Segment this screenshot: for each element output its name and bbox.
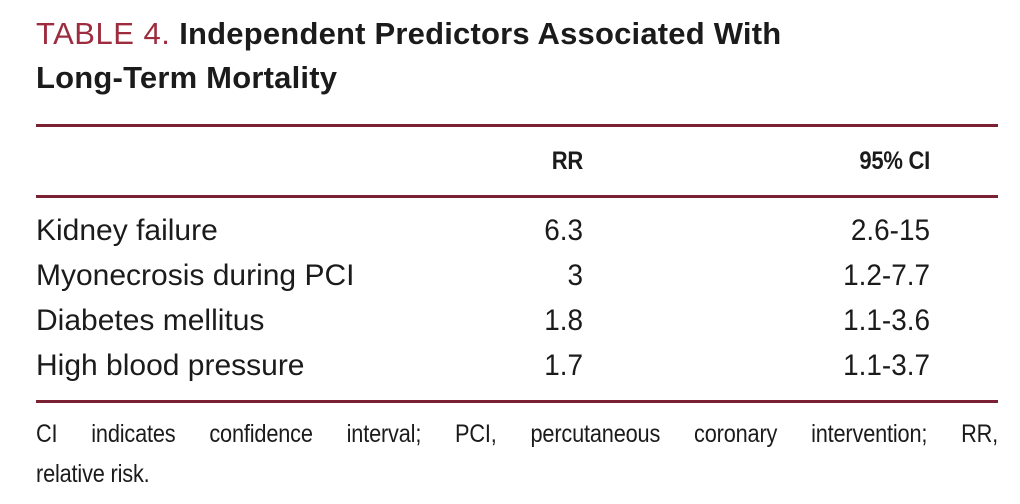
cell-predictor: Kidney failure bbox=[36, 213, 218, 247]
cell-ci: 2.6-15 bbox=[850, 213, 930, 247]
cell-rr: 1.7 bbox=[544, 348, 583, 382]
table-row: High blood pressure 1.7 1.1-3.7 bbox=[36, 343, 998, 388]
cell-rr: 6.3 bbox=[544, 213, 583, 247]
header-divider-rule bbox=[36, 195, 998, 198]
table-title: TABLE 4. Independent Predictors Associat… bbox=[36, 0, 998, 100]
table-footnote: CI indicates confidence interval; PCI, p… bbox=[36, 414, 998, 494]
column-header-ci: 95% CI bbox=[859, 146, 930, 175]
table-content: TABLE 4. Independent Predictors Associat… bbox=[36, 0, 998, 494]
table-number-label: TABLE 4. bbox=[36, 16, 171, 51]
table-row: Diabetes mellitus 1.8 1.1-3.6 bbox=[36, 298, 998, 343]
footnote-line-1: CI indicates confidence interval; PCI, p… bbox=[36, 420, 999, 448]
table-header-row: RR 95% CI bbox=[36, 127, 998, 195]
cell-ci: 1.2-7.7 bbox=[843, 258, 930, 292]
footnote-line-2: relative risk. bbox=[36, 460, 150, 488]
cell-predictor: High blood pressure bbox=[36, 348, 305, 382]
cell-predictor: Diabetes mellitus bbox=[36, 303, 265, 337]
table-row: Kidney failure 6.3 2.6-15 bbox=[36, 208, 998, 253]
column-header-rr: RR bbox=[551, 146, 584, 175]
table-row: Myonecrosis during PCI 3 1.2-7.7 bbox=[36, 253, 998, 298]
footer-divider-rule bbox=[36, 400, 998, 403]
cell-ci: 1.1-3.6 bbox=[843, 303, 930, 337]
cell-rr: 1.8 bbox=[544, 303, 583, 337]
table-title-line1: Independent Predictors Associated With bbox=[179, 16, 782, 51]
cell-rr: 3 bbox=[567, 258, 583, 292]
table-body: Kidney failure 6.3 2.6-15 Myonecrosis du… bbox=[36, 198, 998, 400]
table-title-line2: Long-Term Mortality bbox=[36, 60, 338, 95]
cell-ci: 1.1-3.7 bbox=[843, 348, 930, 382]
cell-predictor: Myonecrosis during PCI bbox=[36, 258, 355, 292]
title-divider-rule bbox=[36, 124, 998, 127]
